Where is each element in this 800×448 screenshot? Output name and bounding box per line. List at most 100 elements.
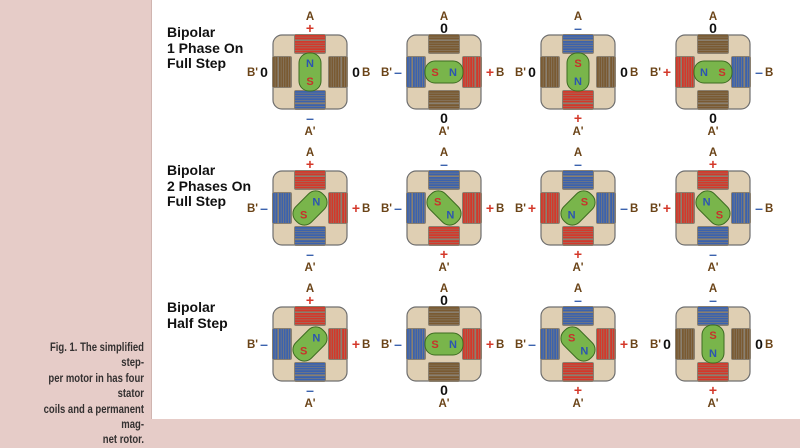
terminal-a-sign: – [440,156,448,172]
rotor-pole-2: N [574,76,582,88]
terminal-b-label: B [362,67,370,79]
terminal-b2-sign: – [528,336,536,352]
terminal-a2-label: A' [438,398,449,410]
terminal-b2-label: B' [650,339,661,351]
coil-b-inner [328,192,342,224]
rotor-pole-1: S [581,197,588,209]
terminal-b-sign: 0 [755,336,763,352]
terminal-a-label: A [306,11,314,23]
rotor-pole-2: S [300,345,307,357]
coil-b-inner [731,192,745,224]
terminal-b-sign: + [352,336,360,352]
terminal-b-label: B [765,203,773,215]
terminal-a2-label: A' [438,262,449,274]
coil-a-inner [697,312,729,326]
terminal-b-label: B [630,203,638,215]
coil-a2-inner [428,362,460,376]
coil-b-inner [462,328,476,360]
coil-a2-inner [697,362,729,376]
terminal-b-sign: – [755,200,763,216]
terminal-a2-label: A' [304,398,315,410]
terminal-a-sign: – [709,292,717,308]
terminal-a2-sign: 0 [440,110,448,126]
terminal-a-label: A [709,283,717,295]
rotor-pole-1: N [312,333,320,345]
stepper-motor-2-2: SNA–+A'+ BB' – [381,147,504,274]
terminal-a2-label: A' [438,126,449,138]
terminal-b-label: B [362,339,370,351]
terminal-b-sign: – [755,64,763,80]
rotor-body [298,52,322,92]
terminal-b-sign: + [486,64,494,80]
terminal-b2-sign: 0 [260,64,268,80]
rotor-magnet: NS [298,52,322,92]
terminal-b2-sign: – [394,336,402,352]
coil-a2-inner [294,226,326,240]
coil-b-inner [596,56,610,88]
stepper-motor-3-4: SNA–+A'0 BB' 0 [650,283,773,410]
coil-a-inner [428,40,460,54]
coil-a-inner [562,312,594,326]
terminal-a2-label: A' [304,262,315,274]
terminal-a-sign: + [306,292,314,308]
terminal-b-sign: – [620,200,628,216]
coil-a2-inner [562,362,594,376]
coil-a-inner [428,176,460,190]
coil-a2-inner [697,226,729,240]
rotor-body [566,52,590,92]
rotor-pole-2: N [446,209,454,221]
terminal-b2-label: B' [515,67,526,79]
rotor-pole-2: S [306,76,313,88]
terminal-a-label: A [440,11,448,23]
rotor-magnet: SN [701,324,725,364]
rotor-pole-1: S [574,58,581,70]
terminal-b2-label: B' [381,203,392,215]
rotor-body [693,60,733,84]
terminal-a-label: A [440,283,448,295]
terminal-a2-sign: + [574,382,582,398]
coil-b-inner [596,328,610,360]
terminal-a-sign: – [574,156,582,172]
terminal-a-label: A [709,147,717,159]
rotor-pole-2: N [449,339,457,351]
rotor-body [292,326,328,362]
rotor-pole-1: S [431,67,438,79]
terminal-b2-label: B' [650,203,661,215]
figure-caption: Fig. 1. The simplified step- per motor i… [43,341,144,447]
coil-b2-inner [681,56,695,88]
terminal-a-label: A [306,147,314,159]
terminal-b-label: B [496,67,504,79]
rotor-magnet: SN [560,326,596,362]
row-label-2: Bipolar 2 Phases On Full Step [167,162,252,209]
coil-b-inner [462,192,476,224]
terminal-b-label: B [630,339,638,351]
terminal-b2-sign: 0 [663,336,671,352]
rotor-pole-2: S [716,209,723,221]
stepper-motor-3-3: SNA–+A'+ BB' – [515,283,638,410]
stepper-motor-1-3: SNA–+A'0 BB' 0 [515,11,638,138]
rotor-body [560,190,596,226]
terminal-b2-label: B' [650,67,661,79]
terminal-a2-label: A' [707,126,718,138]
terminal-a-sign: + [709,156,717,172]
coil-b2-inner [278,192,292,224]
rotor-pole-1: N [312,197,320,209]
rotor-pole-1: N [703,197,711,209]
coil-b-inner [462,56,476,88]
coil-b2-inner [681,192,695,224]
diagram-panel: Bipolar 1 Phase On Full Step Bipolar 2 P… [151,0,800,419]
stepper-motor-2-1: NSA+–A'+ BB' – [247,147,370,274]
terminal-a-label: A [440,147,448,159]
terminal-a-sign: – [574,20,582,36]
terminal-b2-sign: + [528,200,536,216]
coil-b2-inner [681,328,695,360]
terminal-b-label: B [630,67,638,79]
rotor-magnet: NS [292,326,328,362]
coil-a-inner [562,176,594,190]
rotor-body [426,190,462,226]
terminal-a2-sign: 0 [440,382,448,398]
terminal-b2-sign: – [260,200,268,216]
terminal-a2-sign: + [709,382,717,398]
terminal-a-sign: 0 [440,20,448,36]
